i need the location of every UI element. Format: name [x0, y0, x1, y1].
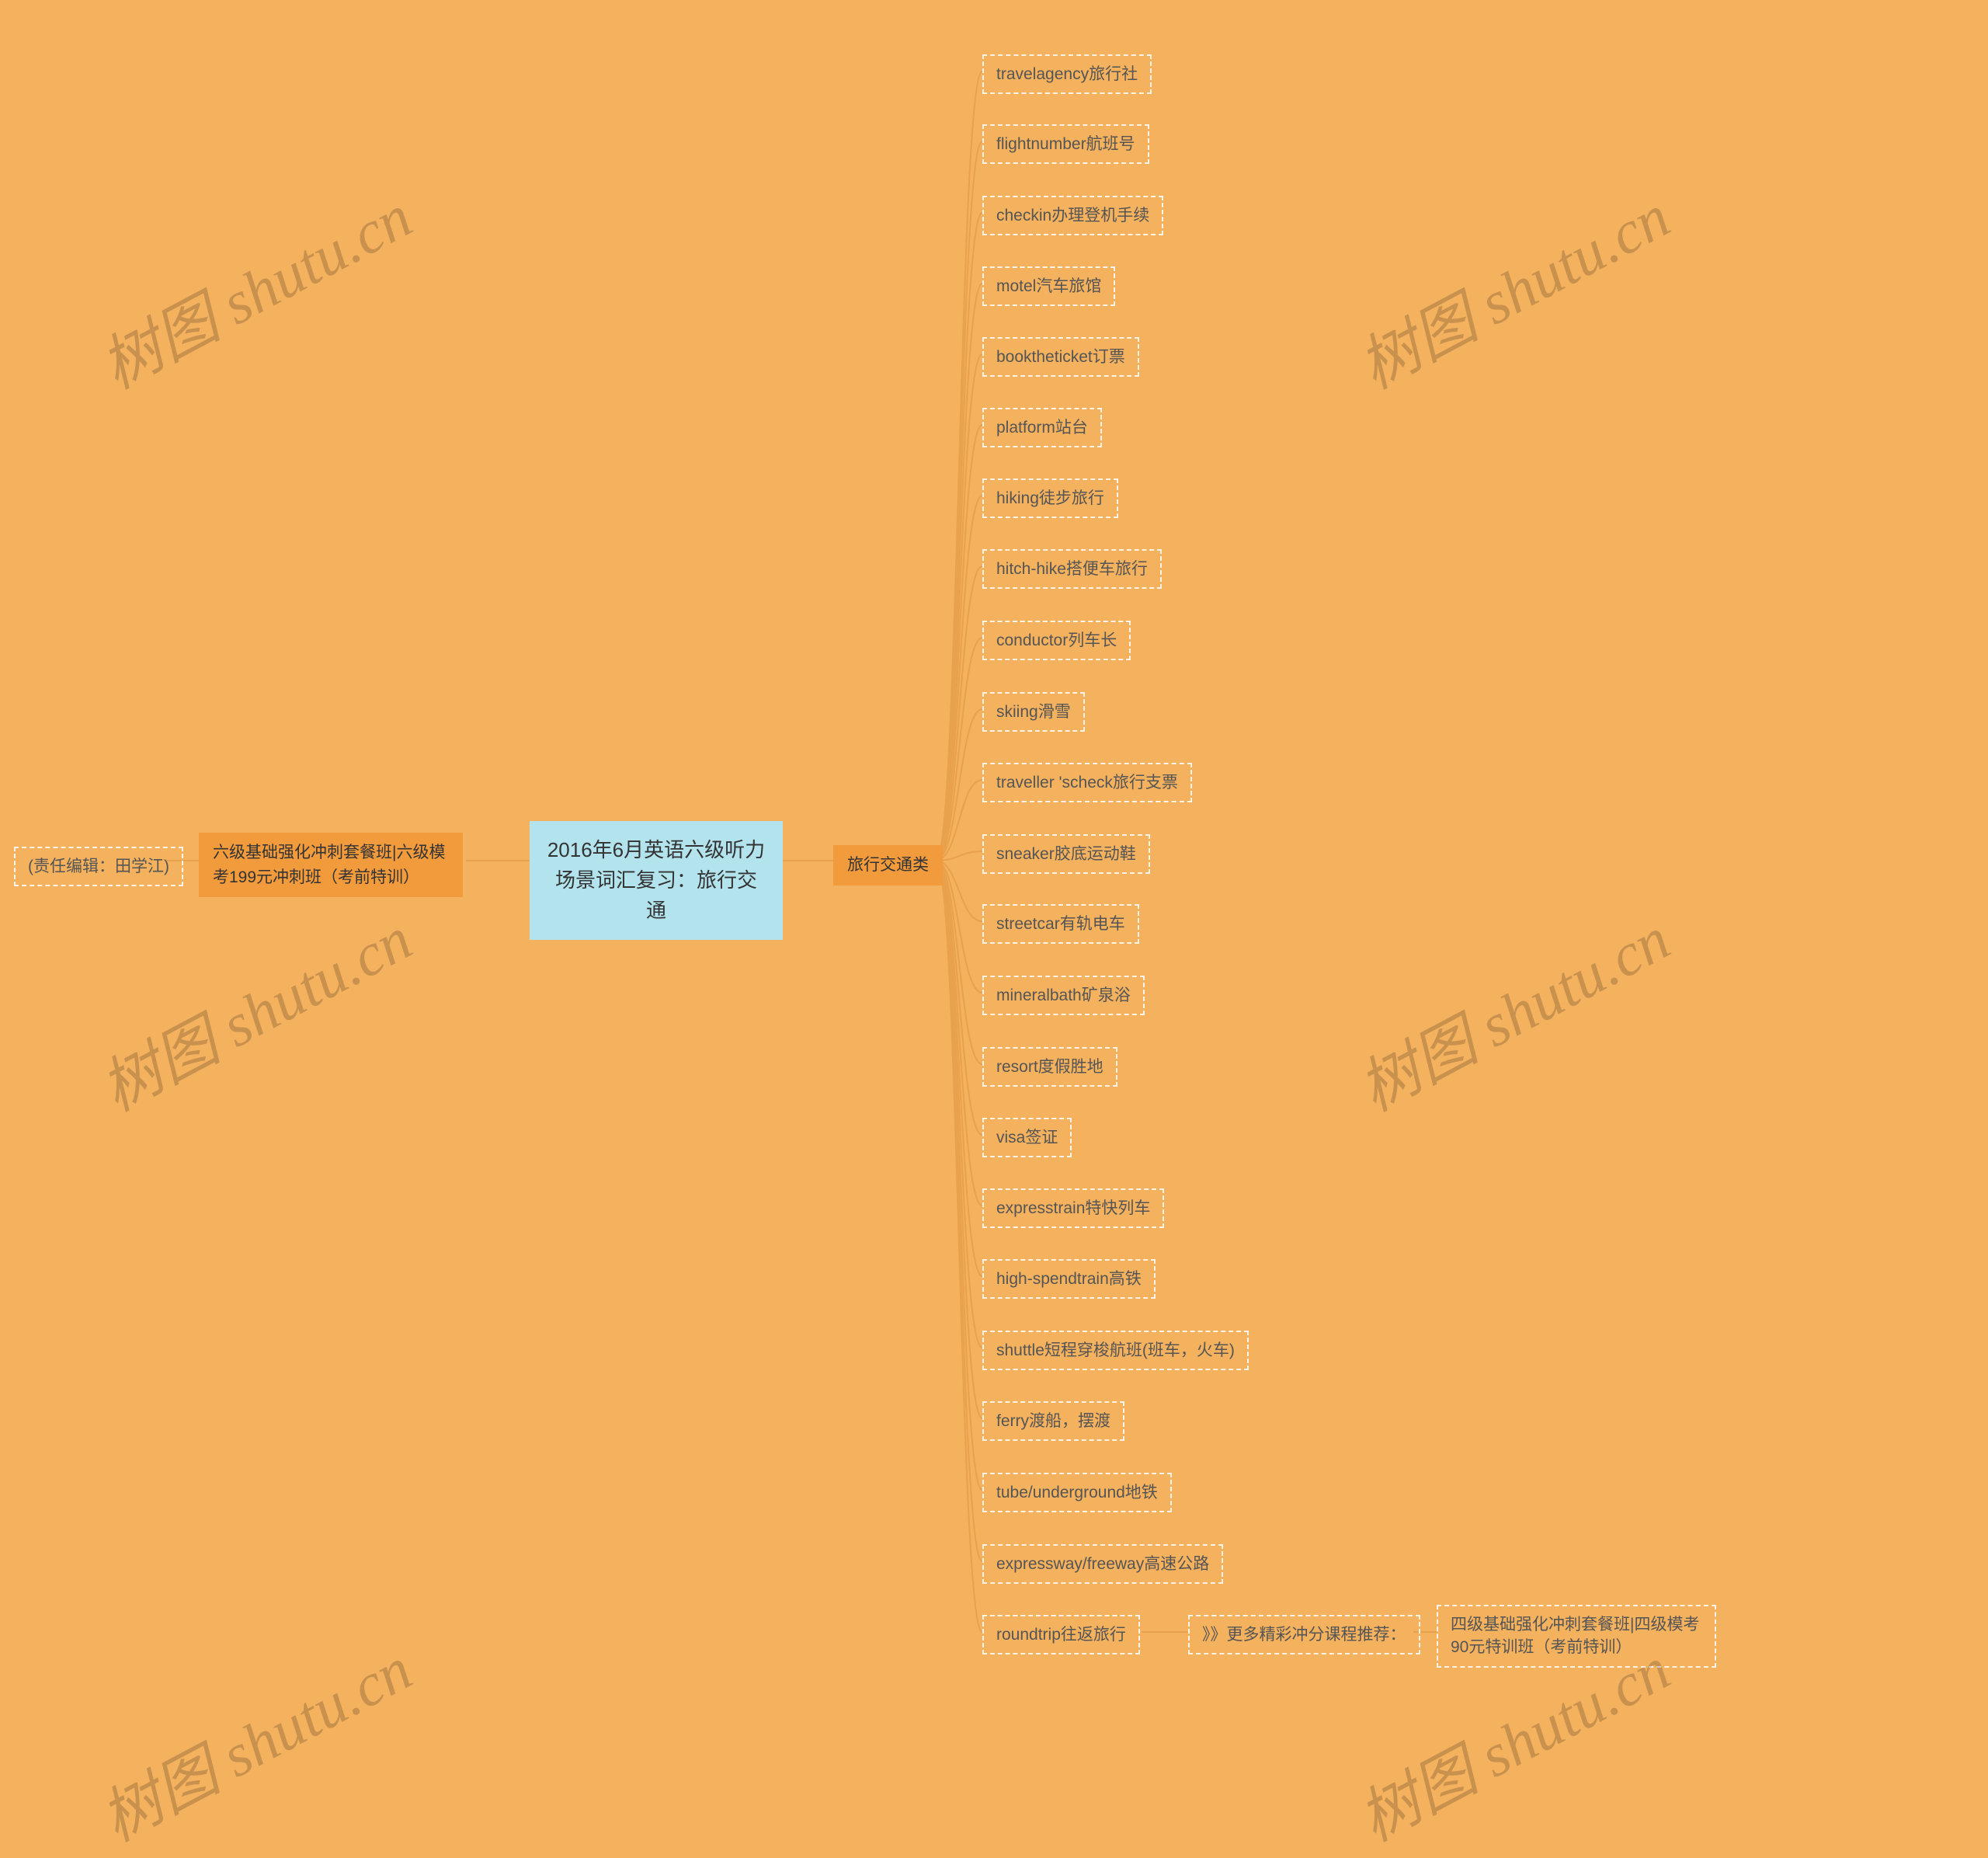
leaf-item: skiing滑雪: [982, 692, 1085, 732]
leaf-chain-2: 四级基础强化冲刺套餐班|四级模考90元特训班（考前特训）: [1437, 1605, 1716, 1668]
leaf-item: streetcar有轨电车: [982, 904, 1139, 944]
leaf-item: visa签证: [982, 1118, 1072, 1157]
left-leaf-editor: (责任编辑：田学江): [14, 847, 183, 886]
leaf-item: checkin办理登机手续: [982, 196, 1163, 235]
center-node: 2016年6月英语六级听力场景词汇复习：旅行交通: [530, 821, 783, 940]
leaf-item: roundtrip往返旅行: [982, 1615, 1140, 1654]
watermark-text: 树图 shutu.cn: [83, 892, 424, 1128]
leaf-item: resort度假胜地: [982, 1047, 1117, 1087]
leaf-item: motel汽车旅馆: [982, 266, 1115, 306]
leaf-item: tube/underground地铁: [982, 1473, 1172, 1512]
leaf-item: conductor列车长: [982, 621, 1131, 660]
leaf-item: shuttle短程穿梭航班(班车，火车): [982, 1331, 1249, 1370]
leaf-item: hitch-hike搭便车旅行: [982, 549, 1162, 589]
leaf-item: sneaker胶底运动鞋: [982, 834, 1150, 874]
right-main-node: 旅行交通类: [833, 845, 943, 886]
leaf-item: mineralbath矿泉浴: [982, 976, 1145, 1015]
leaf-item: hiking徒步旅行: [982, 478, 1118, 518]
leaf-item: flightnumber航班号: [982, 124, 1149, 164]
leaf-item: expressway/freeway高速公路: [982, 1544, 1223, 1584]
leaf-item: platform站台: [982, 408, 1102, 447]
leaf-item: expresstrain特快列车: [982, 1188, 1164, 1228]
leaf-item: traveller 'scheck旅行支票: [982, 763, 1192, 802]
watermark-text: 树图 shutu.cn: [1341, 892, 1682, 1128]
watermark-text: 树图 shutu.cn: [1341, 169, 1682, 405]
left-branch-node: 六级基础强化冲刺套餐班|六级模考199元冲刺班（考前特训）: [199, 833, 463, 897]
leaf-chain-1: 》》更多精彩冲分课程推荐：: [1188, 1615, 1420, 1654]
leaf-item: high-spendtrain高铁: [982, 1259, 1156, 1299]
watermark-text: 树图 shutu.cn: [83, 169, 424, 405]
watermark-text: 树图 shutu.cn: [83, 1622, 424, 1858]
leaf-item: travelagency旅行社: [982, 54, 1152, 94]
leaf-item: booktheticket订票: [982, 337, 1139, 377]
leaf-item: ferry渡船，摆渡: [982, 1401, 1124, 1441]
